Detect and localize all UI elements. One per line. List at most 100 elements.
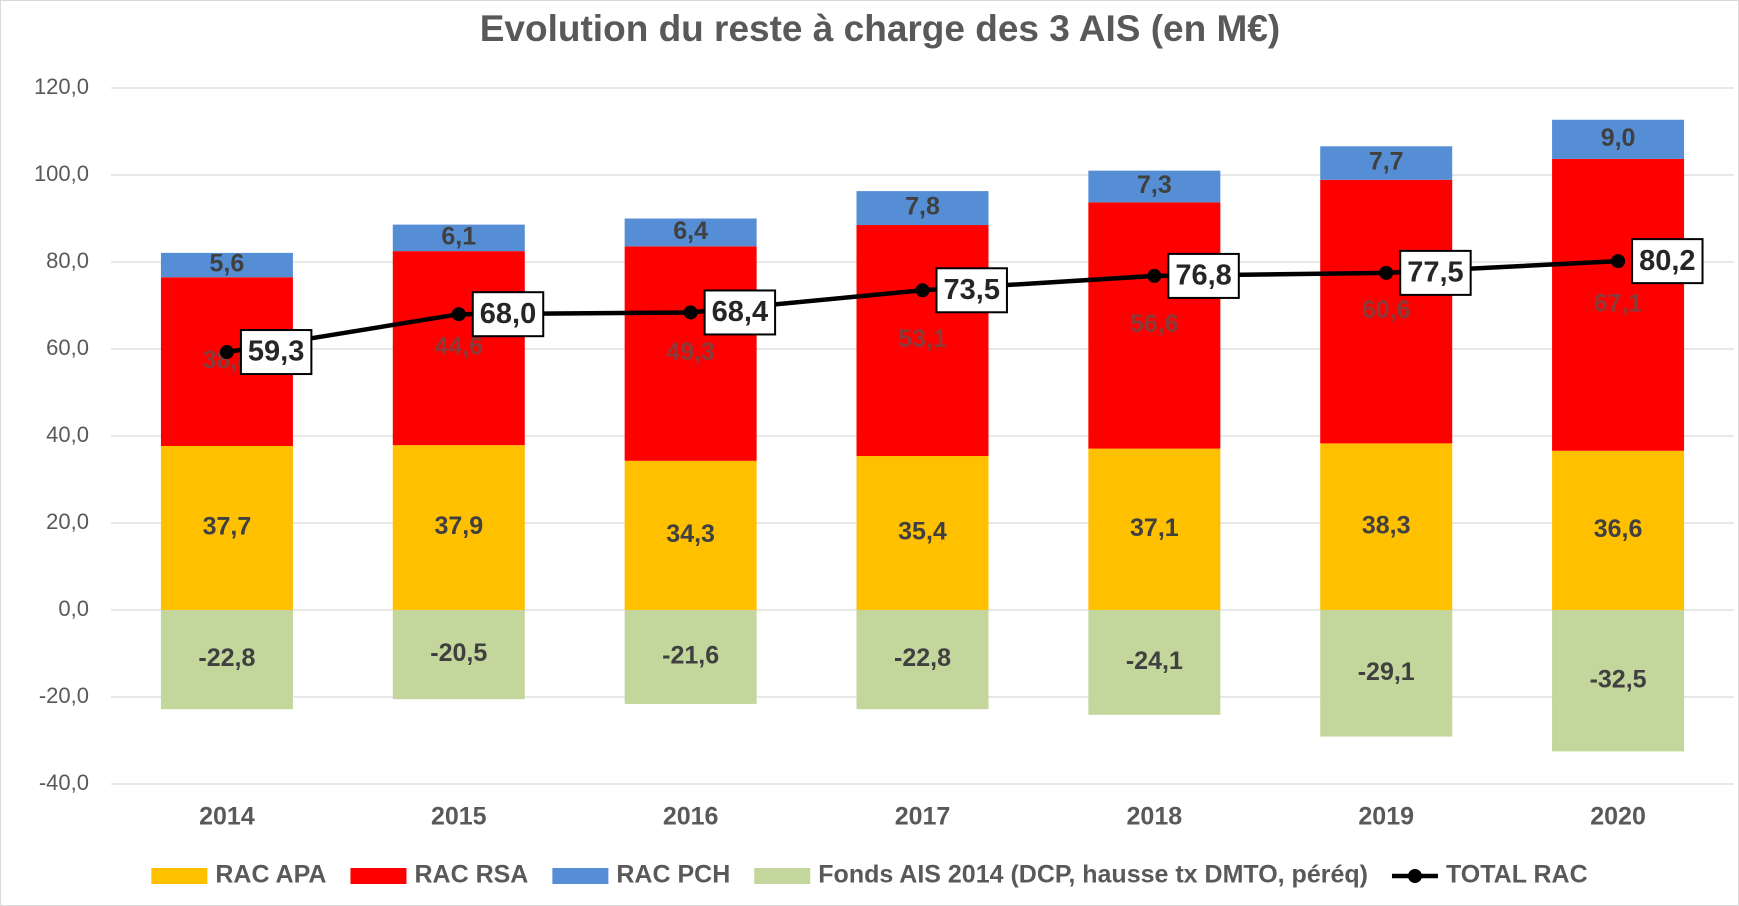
line-point [1379, 265, 1394, 280]
y-tick-label: 60,0 [46, 335, 89, 360]
line-point [219, 345, 234, 360]
data-label: 7,7 [1369, 148, 1404, 176]
bar-segment [1088, 202, 1221, 449]
chart-title: Evolution du reste à charge des 3 AIS (e… [480, 8, 1281, 49]
bar-segment [392, 610, 525, 700]
bar-segment [1552, 450, 1685, 610]
bar-segment [1552, 610, 1685, 752]
data-label: 53,1 [898, 325, 947, 353]
y-tick-label: 40,0 [46, 422, 89, 447]
legend-label: RAC APA [215, 861, 326, 889]
data-label: 49,3 [666, 338, 715, 366]
data-label-box [935, 267, 1008, 314]
data-label: 37,1 [1130, 514, 1179, 542]
data-label-box [239, 329, 313, 376]
data-label: 60,6 [1362, 296, 1411, 324]
x-tick-label: 2014 [199, 803, 255, 831]
bar-segment [1552, 119, 1685, 159]
bar-segment [1088, 448, 1221, 610]
data-label: -29,1 [1358, 658, 1415, 686]
data-label: 77,5 [1407, 257, 1463, 289]
bar-segment [392, 224, 525, 252]
bar-segment [160, 610, 293, 710]
line-point [1147, 268, 1162, 283]
legend-marker [1407, 869, 1422, 883]
bar-segment [160, 252, 293, 278]
legend-label: TOTAL RAC [1446, 861, 1588, 889]
data-label: 37,7 [203, 513, 252, 541]
line-point [683, 305, 698, 320]
data-label: -22,8 [894, 644, 951, 672]
data-label: 36,6 [1594, 515, 1643, 543]
bar-segment [160, 446, 293, 610]
data-label: 80,2 [1639, 245, 1695, 277]
data-label: 37,9 [434, 512, 483, 540]
data-label: 7,3 [1137, 171, 1172, 199]
data-label-box [1167, 252, 1240, 299]
bar-segment [856, 610, 989, 710]
data-label: -32,5 [1590, 665, 1647, 693]
bar-segment [392, 445, 525, 610]
line-point [1611, 254, 1626, 269]
data-label: 59,3 [248, 336, 304, 368]
bar-segment [1320, 443, 1453, 610]
bar-segment [1320, 179, 1453, 444]
data-label: -22,8 [198, 644, 255, 672]
y-tick-label: 0,0 [58, 596, 89, 621]
bar-segment [624, 218, 757, 247]
y-tick-label: 100,0 [34, 161, 89, 186]
legend-swatch [350, 868, 407, 884]
data-label: 76,8 [1175, 260, 1231, 292]
bar-segment [856, 225, 989, 457]
x-tick-label: 2017 [895, 803, 951, 831]
data-label-box [1399, 249, 1472, 296]
bar-segment [624, 246, 757, 461]
bar-segment [624, 460, 757, 610]
legend-label: Fonds AIS 2014 (DCP, hausse tx DMTO, pér… [818, 861, 1368, 889]
bar-segment [1320, 610, 1453, 737]
x-tick-label: 2016 [663, 803, 719, 831]
data-label-box [1631, 238, 1704, 285]
data-label: 44,6 [434, 333, 483, 361]
legend-swatch [552, 868, 609, 884]
data-label: 67,1 [1594, 289, 1643, 317]
line-point [451, 307, 466, 322]
y-tick-label: 120,0 [34, 74, 89, 99]
bar-segment [1552, 158, 1685, 451]
y-tick-label: 80,0 [46, 248, 89, 273]
data-label: -20,5 [430, 639, 487, 667]
x-tick-label: 2015 [431, 803, 487, 831]
legend-swatch [151, 868, 208, 884]
bar-segment [392, 251, 525, 446]
data-label: 68,0 [480, 298, 536, 330]
y-tick-label: -20,0 [39, 683, 89, 708]
bar-segment [1088, 610, 1221, 715]
data-label: 5,6 [210, 250, 245, 278]
data-label: 35,4 [898, 518, 947, 546]
data-label-box [703, 289, 777, 336]
data-label: 6,1 [441, 222, 476, 250]
data-label: 9,0 [1601, 124, 1636, 152]
data-label: 7,8 [905, 193, 940, 221]
line-point [915, 283, 930, 298]
data-label: -24,1 [1126, 647, 1183, 675]
data-label: 38,3 [1362, 511, 1411, 539]
bar-segment [624, 610, 757, 704]
x-tick-label: 2018 [1127, 803, 1183, 831]
bar-segment [856, 191, 989, 226]
data-label: 73,5 [944, 274, 1000, 306]
data-label: 68,4 [712, 296, 768, 328]
legend-label: RAC RSA [414, 861, 528, 889]
data-label: 6,4 [673, 217, 708, 245]
legend-swatch [754, 868, 811, 884]
x-tick-label: 2019 [1358, 803, 1414, 831]
bar-segment [1088, 170, 1221, 203]
x-tick-label: 2020 [1590, 803, 1646, 831]
bar-segment [856, 456, 989, 610]
data-label: 34,3 [666, 520, 715, 548]
y-tick-label: -40,0 [39, 770, 89, 795]
bar-segment [1320, 146, 1453, 180]
data-label: 56,6 [1130, 310, 1179, 338]
y-tick-label: 20,0 [46, 509, 89, 534]
data-label-box [471, 291, 545, 338]
